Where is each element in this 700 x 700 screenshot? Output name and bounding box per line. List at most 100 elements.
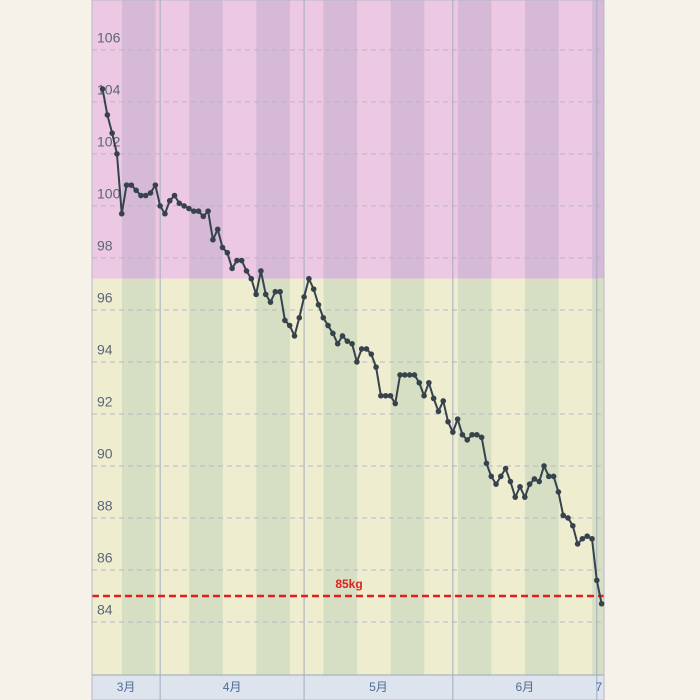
- data-point: [354, 359, 360, 365]
- data-point: [363, 346, 370, 352]
- week-stripe: [592, 0, 604, 279]
- y-tick-label: 96: [97, 290, 113, 306]
- data-point: [296, 314, 303, 321]
- data-point: [109, 130, 115, 136]
- data-point: [507, 478, 514, 485]
- week-stripe: [525, 0, 559, 279]
- week-stripe: [256, 0, 290, 279]
- data-point: [310, 286, 317, 292]
- data-point: [450, 429, 456, 435]
- data-point: [531, 476, 538, 482]
- data-point: [301, 294, 307, 300]
- data-point: [598, 600, 605, 607]
- data-point: [579, 535, 586, 542]
- data-point: [555, 489, 562, 495]
- data-point: [104, 112, 111, 118]
- data-point: [243, 268, 250, 274]
- data-point: [118, 210, 125, 217]
- data-point: [330, 330, 336, 337]
- data-point: [454, 416, 461, 422]
- x-tick-label: 6月: [515, 680, 534, 694]
- data-point: [138, 192, 144, 199]
- week-stripe: [457, 0, 492, 279]
- data-point: [205, 208, 211, 214]
- y-tick-label: 100: [97, 186, 121, 202]
- data-point: [541, 463, 547, 469]
- data-point: [589, 535, 595, 542]
- data-point: [181, 203, 187, 209]
- data-point: [176, 200, 183, 207]
- y-tick-label: 94: [97, 342, 113, 358]
- data-point: [262, 291, 269, 298]
- y-tick-label: 106: [97, 30, 121, 46]
- data-point: [594, 577, 600, 584]
- data-point: [147, 190, 154, 196]
- data-point: [224, 249, 231, 256]
- data-point: [459, 431, 466, 438]
- week-stripe: [256, 278, 290, 675]
- week-stripe: [390, 278, 425, 675]
- week-stripe: [122, 0, 156, 279]
- data-point: [358, 346, 365, 352]
- data-point: [291, 333, 298, 339]
- data-point: [522, 494, 528, 500]
- data-point: [315, 301, 322, 308]
- data-point: [320, 314, 327, 321]
- data-point: [195, 208, 202, 214]
- data-point: [282, 317, 288, 324]
- week-stripe: [189, 278, 223, 675]
- y-tick-label: 86: [97, 550, 113, 566]
- data-point: [416, 379, 423, 386]
- data-point: [344, 338, 351, 344]
- data-point: [186, 205, 192, 212]
- data-point: [574, 541, 581, 547]
- data-point: [512, 494, 519, 500]
- data-point: [397, 372, 403, 378]
- data-point: [474, 431, 480, 438]
- x-tick-label: 3月: [117, 680, 136, 694]
- data-point: [536, 478, 543, 485]
- data-point: [286, 322, 293, 329]
- data-point: [464, 437, 471, 443]
- data-point: [152, 182, 159, 188]
- data-point: [406, 372, 413, 378]
- week-stripe: [390, 0, 425, 279]
- data-point: [99, 86, 106, 92]
- data-point: [142, 192, 149, 199]
- data-point: [445, 418, 451, 425]
- week-stripe: [457, 278, 492, 675]
- y-tick-label: 90: [97, 446, 113, 462]
- data-point: [411, 372, 418, 378]
- data-point: [114, 151, 120, 157]
- data-point: [493, 481, 499, 487]
- data-point: [498, 473, 504, 480]
- data-point: [560, 512, 567, 519]
- data-point: [157, 203, 163, 209]
- data-point: [373, 364, 379, 370]
- y-tick-label: 84: [97, 602, 113, 618]
- data-point: [133, 187, 139, 194]
- data-point: [277, 288, 283, 295]
- data-point: [325, 322, 331, 329]
- data-point: [387, 392, 394, 399]
- data-point: [469, 431, 475, 438]
- data-point: [550, 473, 557, 480]
- data-point: [440, 398, 447, 404]
- data-point: [123, 182, 130, 188]
- week-stripe: [122, 278, 156, 675]
- reference-label: 85kg: [335, 577, 362, 591]
- x-axis-band: [92, 675, 604, 700]
- data-point: [166, 197, 173, 204]
- data-point: [517, 483, 523, 490]
- data-point: [392, 400, 399, 407]
- data-point: [306, 275, 312, 282]
- data-point: [349, 340, 355, 347]
- data-point: [478, 434, 485, 441]
- x-tick-label: 7: [595, 680, 602, 694]
- data-point: [339, 333, 346, 339]
- data-point: [378, 392, 384, 399]
- data-point: [488, 473, 495, 480]
- data-point: [430, 395, 437, 402]
- data-point: [435, 408, 442, 415]
